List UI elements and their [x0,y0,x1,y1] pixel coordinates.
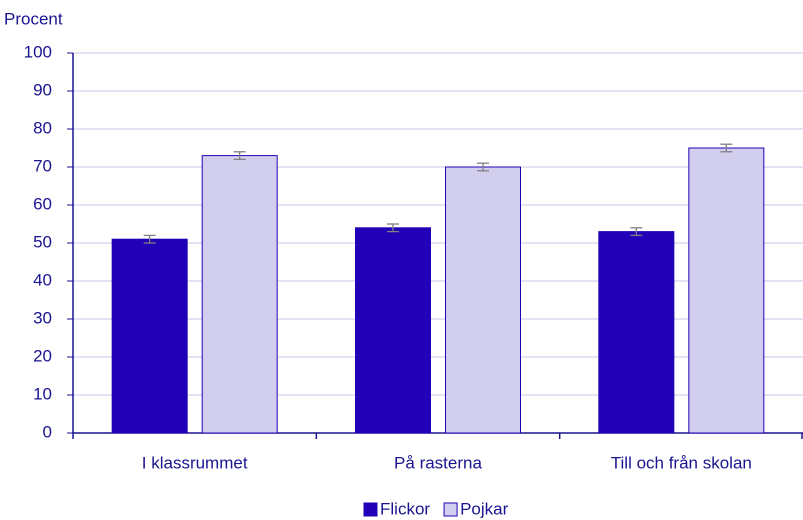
legend-label: Flickor [380,499,430,518]
bar [111,238,188,434]
bar [598,231,675,434]
legend-label: Pojkar [460,499,509,518]
error-bar [720,143,733,153]
error-bar [387,223,399,233]
y-tick-label: 50 [33,232,52,251]
y-tick-label: 70 [33,156,52,175]
x-tick-label: På rasterna [394,453,482,472]
y-tick-label: 20 [33,346,52,365]
error-bar [143,234,156,244]
x-tick-label: I klassrummet [142,453,248,472]
y-tick-label: 90 [33,80,52,99]
bar [355,227,431,434]
y-axis-label: Procent [4,9,63,28]
y-tick-label: 0 [43,422,52,441]
bar [445,166,521,434]
y-tick-label: 80 [33,118,52,137]
y-tick-label: 30 [33,308,52,327]
error-bar [630,227,643,237]
legend-swatch [363,502,378,517]
legend-swatch [443,502,458,517]
error-bar [477,162,489,172]
bar [201,155,278,434]
bar [688,147,765,434]
y-tick-label: 40 [33,270,52,289]
error-bar [233,151,246,161]
y-tick-label: 10 [33,384,52,403]
legend: Flickor Pojkar [363,499,509,518]
x-tick-label: Till och från skolan [611,453,752,472]
y-tick-label: 100 [24,42,52,61]
y-tick-label: 60 [33,194,52,213]
